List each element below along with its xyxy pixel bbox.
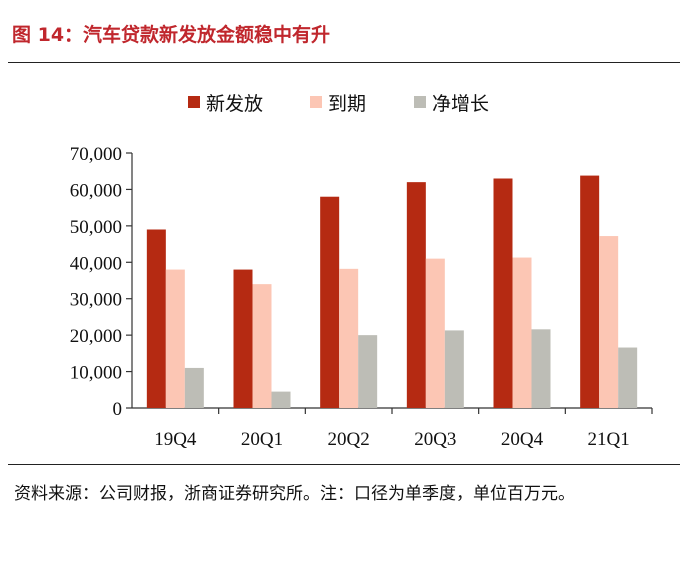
y-tick-label: 50,000 xyxy=(70,217,122,238)
y-tick-label: 30,000 xyxy=(70,290,122,311)
bar-净增长-20Q2 xyxy=(358,335,378,408)
bar-净增长-19Q4 xyxy=(184,367,204,408)
legend-label: 到期 xyxy=(328,93,366,115)
legend-swatch xyxy=(414,96,426,108)
y-tick-label: 20,000 xyxy=(70,326,122,347)
bar-到期-20Q3 xyxy=(425,258,445,408)
bar-到期-20Q1 xyxy=(252,284,272,408)
bar-新发放-20Q4 xyxy=(493,178,513,408)
x-tick-label: 20Q1 xyxy=(241,429,283,450)
bars xyxy=(146,175,638,408)
figure-title: 图 14：汽车贷款新发放金额稳中有升 xyxy=(12,24,331,46)
title-divider xyxy=(8,62,680,63)
bar-净增长-20Q4 xyxy=(531,329,551,408)
legend-swatch xyxy=(310,96,322,108)
bar-新发放-19Q4 xyxy=(146,229,166,408)
legend-label: 净增长 xyxy=(432,93,489,115)
x-tick-label: 20Q3 xyxy=(414,429,456,450)
bar-chart: 新发放 到期 净增长 0 10,000 20,000 30,000 40,000 50,000… xyxy=(70,93,653,450)
x-tick-label: 20Q2 xyxy=(328,429,370,450)
bar-净增长-20Q1 xyxy=(271,391,291,408)
x-tick-label: 21Q1 xyxy=(588,429,630,450)
y-tick-label: 40,000 xyxy=(70,253,122,274)
legend-label: 新发放 xyxy=(206,93,263,115)
y-tick-label: 10,000 xyxy=(70,363,122,384)
x-tick-label: 20Q4 xyxy=(501,429,544,450)
y-tick-label: 70,000 xyxy=(70,144,122,165)
bar-新发放-20Q3 xyxy=(406,182,426,408)
bar-净增长-21Q1 xyxy=(618,347,638,408)
bar-新发放-20Q2 xyxy=(320,196,340,408)
axes: 0 10,000 20,000 30,000 40,000 50,000 60,000 70,… xyxy=(70,144,653,450)
legend: 新发放 到期 净增长 xyxy=(188,93,489,115)
bar-新发放-20Q1 xyxy=(233,269,253,408)
bar-新发放-21Q1 xyxy=(580,175,600,408)
source-divider xyxy=(8,464,680,465)
x-tick-label: 19Q4 xyxy=(154,429,197,450)
bar-到期-21Q1 xyxy=(599,236,619,408)
y-tick-label: 60,000 xyxy=(70,180,122,201)
bar-净增长-20Q3 xyxy=(444,330,464,408)
bar-到期-20Q4 xyxy=(512,257,532,408)
bar-到期-19Q4 xyxy=(165,269,185,408)
legend-swatch xyxy=(188,96,200,108)
source-note: 资料来源：公司财报，浙商证券研究所。注：口径为单季度，单位百万元。 xyxy=(14,484,575,504)
y-tick-label: 0 xyxy=(113,399,123,420)
bar-到期-20Q2 xyxy=(339,268,359,408)
